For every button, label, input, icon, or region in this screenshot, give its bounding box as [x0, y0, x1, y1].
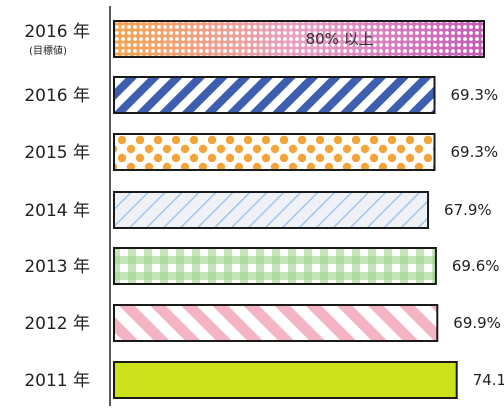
value-label: 67.9%: [444, 201, 492, 219]
value-label: 69.3%: [451, 143, 499, 161]
bar: [113, 76, 436, 114]
bar-outline: [113, 20, 485, 58]
category-label: 2012 年: [24, 314, 90, 334]
value-label-inside: 80% 以上: [306, 30, 374, 48]
value-label: 69.3%: [451, 86, 499, 104]
bar: [113, 133, 436, 171]
category-label: 2015 年: [24, 143, 90, 163]
bar: [113, 361, 458, 399]
category-label: 2011 年: [24, 371, 90, 391]
category-label: 2014 年: [24, 201, 90, 221]
bar: [113, 247, 437, 285]
value-label: 69.9%: [453, 314, 501, 332]
category-note: (目標値): [29, 44, 67, 57]
bar: [113, 304, 439, 342]
value-label: 74.1%: [473, 371, 504, 389]
value-label: 69.6%: [452, 257, 500, 275]
bar: [114, 21, 484, 57]
category-label: 2016 年: [24, 22, 90, 42]
category-label: 2013 年: [24, 257, 90, 277]
bar: [113, 191, 430, 229]
category-label: 2016 年: [24, 86, 90, 106]
